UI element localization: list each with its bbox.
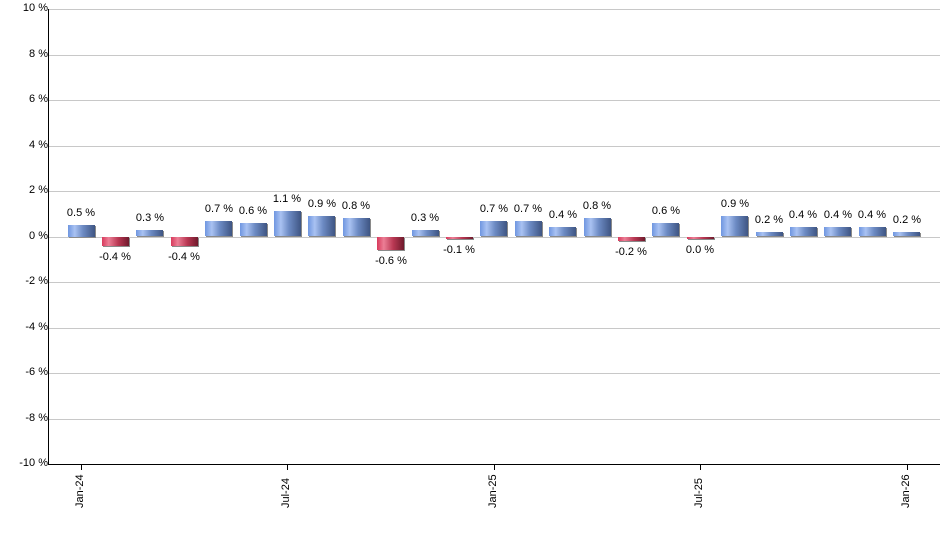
y-tick-label: 2 % [29,184,48,196]
bar-Aug-25 [721,216,748,237]
x-tick-label: Jan-25 [487,474,499,508]
bar-Mar-25 [549,227,576,237]
value-label: 0.3 % [410,211,440,224]
x-tick [494,465,495,470]
value-label: 0.7 % [479,202,509,215]
gridline [49,328,940,329]
value-label: 0.4 % [788,209,818,222]
gridline [49,146,940,147]
value-label: 0.5 % [66,207,96,220]
bar-Jul-25 [687,236,714,239]
value-label: -0.4 % [99,250,131,263]
bar-Oct-25 [790,227,817,237]
gridline [49,282,940,283]
value-label: 0.0 % [685,243,715,256]
y-tick-label: 6 % [29,93,48,105]
value-label: 0.8 % [582,200,612,213]
bar-Sep-24 [343,218,370,237]
bar-Apr-25 [584,218,611,237]
value-label: -0.2 % [615,246,647,259]
value-label: 0.4 % [823,209,853,222]
x-tick-label: Jul-25 [693,478,705,508]
value-label: 0.9 % [307,198,337,211]
x-tick-label: Jan-24 [74,474,86,508]
bar-Dec-24 [446,236,473,239]
value-label: -0.6 % [375,255,407,268]
bar-Dec-25 [859,227,886,237]
value-label: 0.7 % [513,202,543,215]
bar-Jan-24 [68,225,95,237]
y-tick-label: 10 % [22,2,48,14]
bar-Jan-25 [480,220,507,237]
y-axis-line [48,9,49,465]
y-tick-label: -2 % [25,275,48,287]
bar-Mar-24 [136,229,163,237]
gridline [49,100,940,101]
y-tick-label: -10 % [19,457,48,469]
gridline [49,55,940,56]
value-label: 0.4 % [857,209,887,222]
gridline [49,191,940,192]
bar-May-24 [205,220,232,237]
y-tick-label: 4 % [29,139,48,151]
gridline [49,9,940,10]
bar-Feb-24 [102,236,129,246]
value-label: 0.9 % [720,198,750,211]
value-label: 0.6 % [238,204,268,217]
x-axis-line [48,464,940,465]
bar-Feb-25 [515,220,542,237]
gridline [49,419,940,420]
bar-Oct-24 [377,236,404,251]
bar-Jun-24 [240,222,267,237]
bar-May-25 [618,236,645,242]
y-tick-label: 8 % [29,48,48,60]
value-label: 0.2 % [892,213,922,226]
bar-Aug-24 [308,216,335,237]
value-label: 0.7 % [204,202,234,215]
y-tick-label: -4 % [25,321,48,333]
gridline [49,237,940,238]
y-tick-label: -8 % [25,412,48,424]
bar-Nov-24 [412,229,439,237]
value-label: 0.2 % [754,213,784,226]
value-label: -0.4 % [168,250,200,263]
x-tick [700,465,701,470]
bar-Apr-24 [171,236,198,246]
x-tick [907,465,908,470]
x-tick [81,465,82,470]
bar-Nov-25 [824,227,851,237]
x-tick [287,465,288,470]
value-label: 1.1 % [272,193,302,206]
value-label: 0.3 % [135,211,165,224]
bar-Jul-24 [274,211,301,237]
bar-Sep-25 [756,231,783,237]
value-label: 0.4 % [548,209,578,222]
value-label: -0.1 % [443,243,475,256]
value-label: 0.6 % [651,204,681,217]
gridline [49,373,940,374]
bar-Jan-26 [893,231,920,237]
x-tick-label: Jul-24 [280,478,292,508]
bar-Jun-25 [652,222,679,237]
value-label: 0.8 % [341,200,371,213]
x-tick-label: Jan-26 [900,474,912,508]
y-tick-label: -6 % [25,366,48,378]
y-tick-label: 0 % [29,230,48,242]
